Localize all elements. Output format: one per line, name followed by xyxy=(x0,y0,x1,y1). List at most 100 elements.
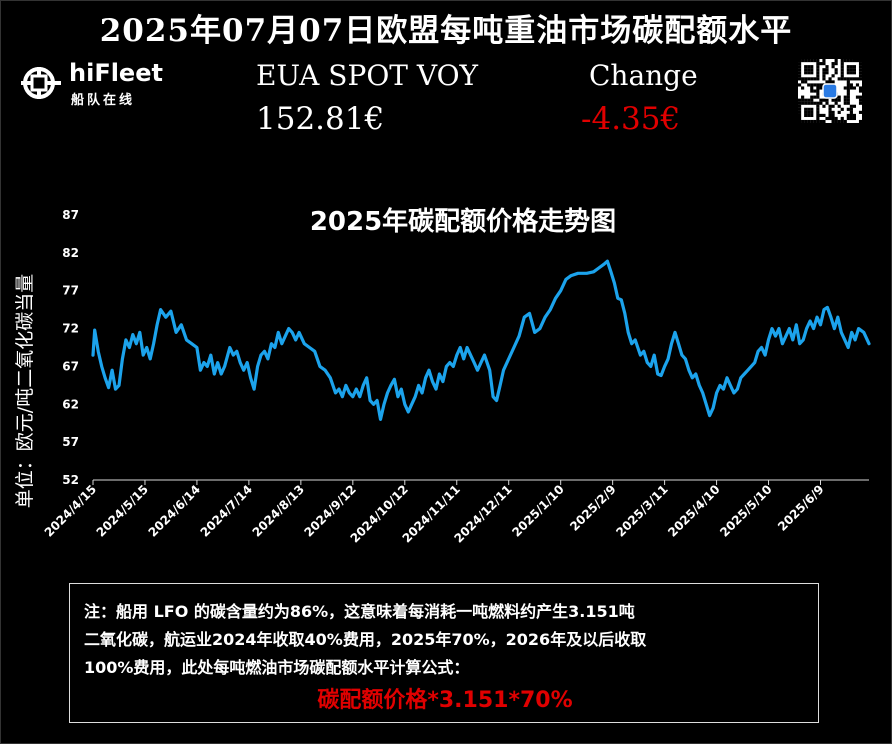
qr-module xyxy=(807,83,811,87)
qr-module xyxy=(858,65,862,69)
x-tick-label: 2025/3/11 xyxy=(613,482,670,539)
qr-module xyxy=(813,89,817,93)
qr-module xyxy=(798,62,802,66)
qr-center-badge xyxy=(822,83,838,99)
qr-module xyxy=(828,80,832,84)
qr-module xyxy=(828,107,832,111)
qr-module xyxy=(840,62,844,66)
qr-module xyxy=(825,98,829,102)
x-tick-label: 2024/6/14 xyxy=(146,482,203,539)
qr-module xyxy=(813,77,817,81)
qr-module xyxy=(807,68,811,72)
note-line-1: 注：船用 LFO 的碳含量约为86%，这意味着每消耗一吨燃料约产生3.151吨 xyxy=(84,602,635,621)
qr-module xyxy=(816,65,820,69)
x-tick-label: 2024/4/15 xyxy=(42,482,99,539)
qr-module xyxy=(852,116,857,121)
qr-module xyxy=(858,119,862,123)
qr-module xyxy=(849,71,853,75)
qr-module xyxy=(813,95,817,99)
qr-module xyxy=(846,71,850,75)
brand-subname: 船队在线 xyxy=(71,93,136,108)
x-tick-label: 2024/9/12 xyxy=(302,482,359,539)
qr-module xyxy=(816,116,820,121)
qr-module xyxy=(858,74,862,78)
qr-module xyxy=(843,95,847,99)
qr-module xyxy=(807,65,811,69)
qr-module xyxy=(831,62,835,66)
qr-module xyxy=(810,89,814,93)
qr-module xyxy=(804,110,808,114)
qr-module xyxy=(816,71,820,75)
qr-module xyxy=(801,77,805,81)
qr-module xyxy=(804,80,808,84)
qr-module xyxy=(858,110,862,114)
qr-module xyxy=(855,77,860,81)
qr-module xyxy=(855,95,860,99)
qr-module xyxy=(852,65,857,69)
qr-module xyxy=(810,95,814,99)
qr-module xyxy=(816,74,820,78)
qr-module xyxy=(849,83,853,87)
x-axis: 2024/4/152024/5/152024/6/142024/7/142024… xyxy=(42,479,869,546)
qr-module xyxy=(819,86,823,90)
qr-module xyxy=(804,113,808,118)
qr-module xyxy=(810,113,814,118)
qr-module xyxy=(804,68,808,72)
qr-module xyxy=(855,59,860,63)
qr-module xyxy=(822,104,826,108)
qr-module xyxy=(825,80,829,84)
qr-module xyxy=(846,113,850,118)
qr-module xyxy=(822,68,826,72)
qr-module xyxy=(822,98,826,102)
qr-module xyxy=(840,107,844,111)
qr-module xyxy=(849,113,853,118)
qr-module xyxy=(801,98,805,102)
note-line-3: 100%费用，此处每吨燃油市场碳配额水平计算公式： xyxy=(84,658,470,677)
qr-module xyxy=(810,77,814,81)
qr-module xyxy=(825,65,829,69)
brand-name: hiFleet xyxy=(69,59,163,87)
qr-module xyxy=(813,83,817,87)
qr-module xyxy=(807,59,811,63)
qr-module xyxy=(846,101,850,105)
qr-module xyxy=(846,107,850,111)
eua-label: EUA SPOT VOY xyxy=(256,59,479,92)
qr-module xyxy=(849,86,853,90)
qr-module xyxy=(801,101,805,105)
qr-module xyxy=(801,95,805,99)
qr-module xyxy=(798,59,802,63)
qr-module xyxy=(858,62,862,66)
y-axis: 52 57 62 67 72 77 82 87 xyxy=(62,208,79,487)
qr-module xyxy=(846,68,850,72)
y-tick-label: 77 xyxy=(62,284,79,298)
y-tick-label: 67 xyxy=(62,359,79,373)
x-tick-label: 2024/5/15 xyxy=(94,482,151,539)
qr-module xyxy=(807,107,811,111)
qr-module xyxy=(846,77,850,81)
qr-module xyxy=(831,104,835,108)
brand-logo: hiFleet 船队在线 xyxy=(19,59,169,109)
qr-module xyxy=(843,119,847,123)
qr-module xyxy=(849,77,853,81)
qr-module xyxy=(813,59,817,63)
qr-module xyxy=(804,98,808,102)
qr-module xyxy=(846,89,850,93)
qr-module xyxy=(825,68,829,72)
qr-module xyxy=(849,68,853,72)
qr-module xyxy=(819,113,823,118)
qr-module xyxy=(828,110,832,114)
qr-module xyxy=(837,95,841,99)
qr-module xyxy=(798,77,802,81)
qr-module xyxy=(849,116,853,121)
qr-module xyxy=(816,77,820,81)
qr-module xyxy=(816,119,820,123)
qr-module xyxy=(828,113,832,118)
qr-module xyxy=(858,101,862,105)
qr-module xyxy=(801,59,805,63)
qr-module xyxy=(816,113,820,118)
qr-module xyxy=(822,71,826,75)
qr-module xyxy=(807,71,811,75)
qr-module xyxy=(849,104,853,108)
qr-module xyxy=(822,62,826,66)
qr-module xyxy=(858,77,862,81)
